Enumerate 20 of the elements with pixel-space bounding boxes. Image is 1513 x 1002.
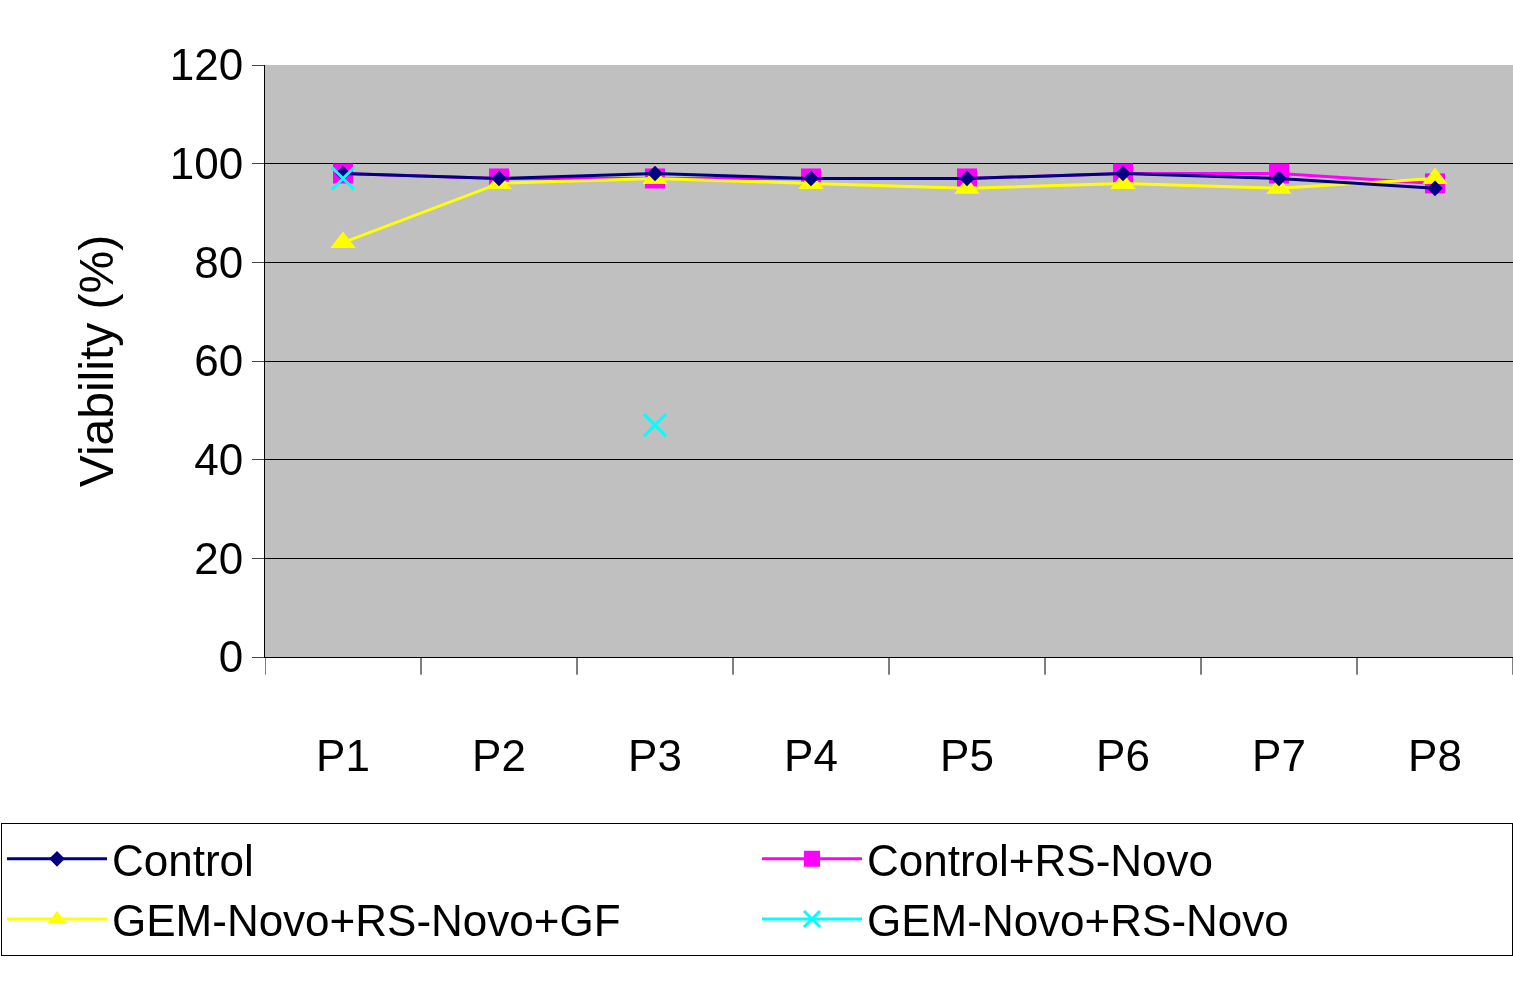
x-tick-label: P8 [1408,730,1462,780]
y-tick-label: 100 [169,139,244,189]
y-tick-label: 120 [169,40,244,90]
x-tick-label: P7 [1252,730,1306,780]
legend-label: GEM-Novo+RS-Novo+GF [112,896,621,946]
x-tick-label: P5 [940,730,994,780]
x-tick-label: P4 [784,730,838,780]
legend-label: Control+RS-Novo [867,836,1214,886]
y-tick-label: 60 [194,336,244,386]
x-tick-label: P6 [1096,730,1150,780]
y-axis-title: Viability (%) [70,234,124,488]
x-tick-label: P1 [316,730,370,780]
x-tick-label: P3 [628,730,682,780]
y-tick-label: 0 [218,632,244,682]
legend-label: Control [112,836,254,886]
y-tick-label: 40 [194,435,244,485]
x-tick-label: P2 [472,730,526,780]
legend-label: GEM-Novo+RS-Novo [867,896,1289,946]
y-tick-label: 20 [194,533,244,583]
y-tick-label: 80 [194,237,244,287]
